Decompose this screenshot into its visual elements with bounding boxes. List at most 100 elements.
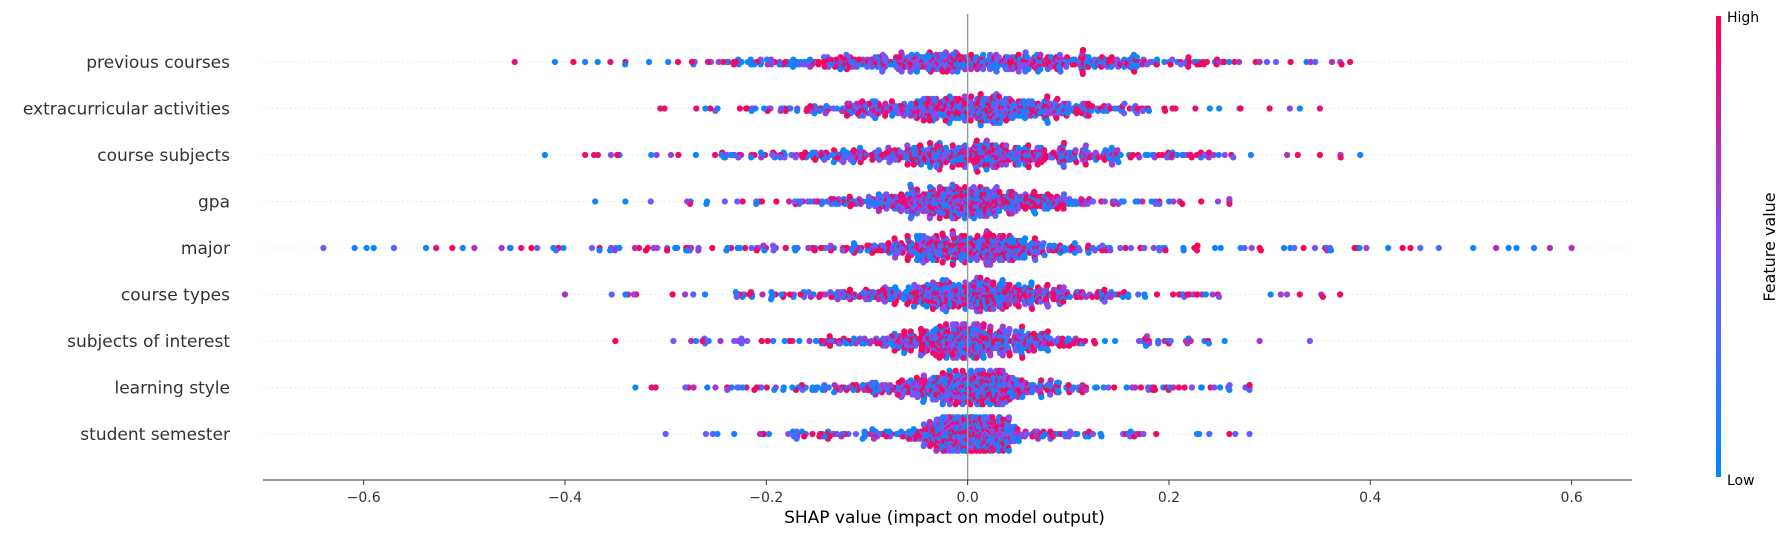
shap-point <box>1181 384 1188 391</box>
shap-point <box>1003 142 1010 149</box>
shap-point <box>907 68 914 75</box>
shap-point <box>1226 196 1233 203</box>
shap-point <box>590 151 598 159</box>
shap-point <box>1156 200 1163 207</box>
shap-point <box>1122 244 1129 252</box>
shap-point <box>949 68 956 75</box>
shap-point <box>721 198 728 205</box>
shap-point <box>592 198 599 205</box>
shap-point <box>1055 379 1062 386</box>
shap-point <box>1221 151 1228 159</box>
shap-point <box>1015 51 1022 58</box>
shap-point <box>1076 247 1083 254</box>
shap-point <box>570 58 577 66</box>
shap-point <box>968 93 975 100</box>
shap-point <box>959 367 966 374</box>
shap-point <box>770 337 777 345</box>
shap-point <box>901 349 908 357</box>
shap-point <box>712 107 719 114</box>
shap-point <box>904 161 911 168</box>
shap-point <box>351 244 358 252</box>
shap-point <box>1065 100 1072 107</box>
shap-point <box>1056 51 1063 58</box>
shap-point <box>1060 163 1067 171</box>
shap-point <box>541 151 549 159</box>
shap-point <box>1153 61 1160 68</box>
shap-point <box>839 247 846 254</box>
shap-point <box>926 215 933 222</box>
shap-point <box>614 151 621 159</box>
shap-point <box>1044 328 1051 335</box>
shap-point <box>1101 337 1109 345</box>
shap-point <box>1117 244 1124 252</box>
shap-point <box>1493 244 1500 252</box>
shap-point <box>1307 58 1314 66</box>
shap-point <box>1025 66 1032 73</box>
shap-point <box>882 100 889 107</box>
shap-point <box>1060 139 1068 147</box>
shap-point <box>920 117 927 124</box>
shap-point <box>1198 198 1205 205</box>
shap-point <box>1038 394 1045 401</box>
shap-point <box>1337 291 1344 298</box>
shap-point <box>1101 198 1108 205</box>
shap-point <box>933 163 940 171</box>
shap-point <box>1071 61 1078 68</box>
shap-point <box>1327 247 1335 254</box>
shap-point <box>1291 244 1298 252</box>
shap-point <box>631 244 639 252</box>
shap-point <box>1205 340 1212 347</box>
shap-point <box>1088 107 1095 114</box>
shap-point <box>650 244 657 252</box>
shap-point <box>977 122 984 129</box>
shap-point <box>320 244 327 252</box>
shap-point <box>1121 100 1128 107</box>
shap-point <box>994 63 1001 70</box>
shap-point <box>1085 54 1092 61</box>
shap-point <box>816 293 823 300</box>
shap-point <box>1135 291 1142 298</box>
shap-point <box>1296 291 1303 298</box>
shap-point <box>690 291 697 298</box>
shap-point <box>1044 347 1051 354</box>
shap-point <box>1296 105 1303 112</box>
shap-point <box>653 151 660 159</box>
shap-point <box>910 303 918 310</box>
shap-point <box>820 54 828 61</box>
shap-point <box>926 139 934 147</box>
shap-point <box>1024 54 1031 61</box>
shap-point <box>773 198 780 205</box>
shap-point <box>769 151 776 159</box>
shap-point <box>1085 112 1092 119</box>
shap-point <box>730 61 737 68</box>
shap-point <box>1316 105 1323 112</box>
shap-point <box>1015 68 1022 75</box>
shap-point <box>1107 105 1114 112</box>
shap-point <box>1286 105 1293 112</box>
shap-point <box>995 93 1003 100</box>
shap-point <box>778 291 785 298</box>
shap-point <box>1179 200 1186 207</box>
shap-point <box>669 291 676 298</box>
shap-point <box>879 68 886 75</box>
shap-point <box>904 232 911 240</box>
shap-point <box>1180 247 1187 254</box>
shap-point <box>1215 293 1223 300</box>
shap-point <box>1047 377 1054 384</box>
shap-point <box>1399 244 1406 252</box>
shap-point <box>1435 244 1442 252</box>
shap-point <box>973 137 980 144</box>
shap-point <box>1186 58 1193 66</box>
shap-point <box>712 151 719 159</box>
shap-point <box>582 151 589 159</box>
shap-point <box>907 328 914 335</box>
shap-point <box>734 198 741 205</box>
shap-point <box>936 184 943 191</box>
shap-point <box>939 259 946 266</box>
shap-point <box>1266 105 1273 112</box>
shap-point <box>904 142 911 149</box>
shap-point <box>518 244 525 252</box>
shap-point <box>1025 163 1032 171</box>
shap-point <box>1125 293 1132 300</box>
shap-point <box>961 117 969 124</box>
